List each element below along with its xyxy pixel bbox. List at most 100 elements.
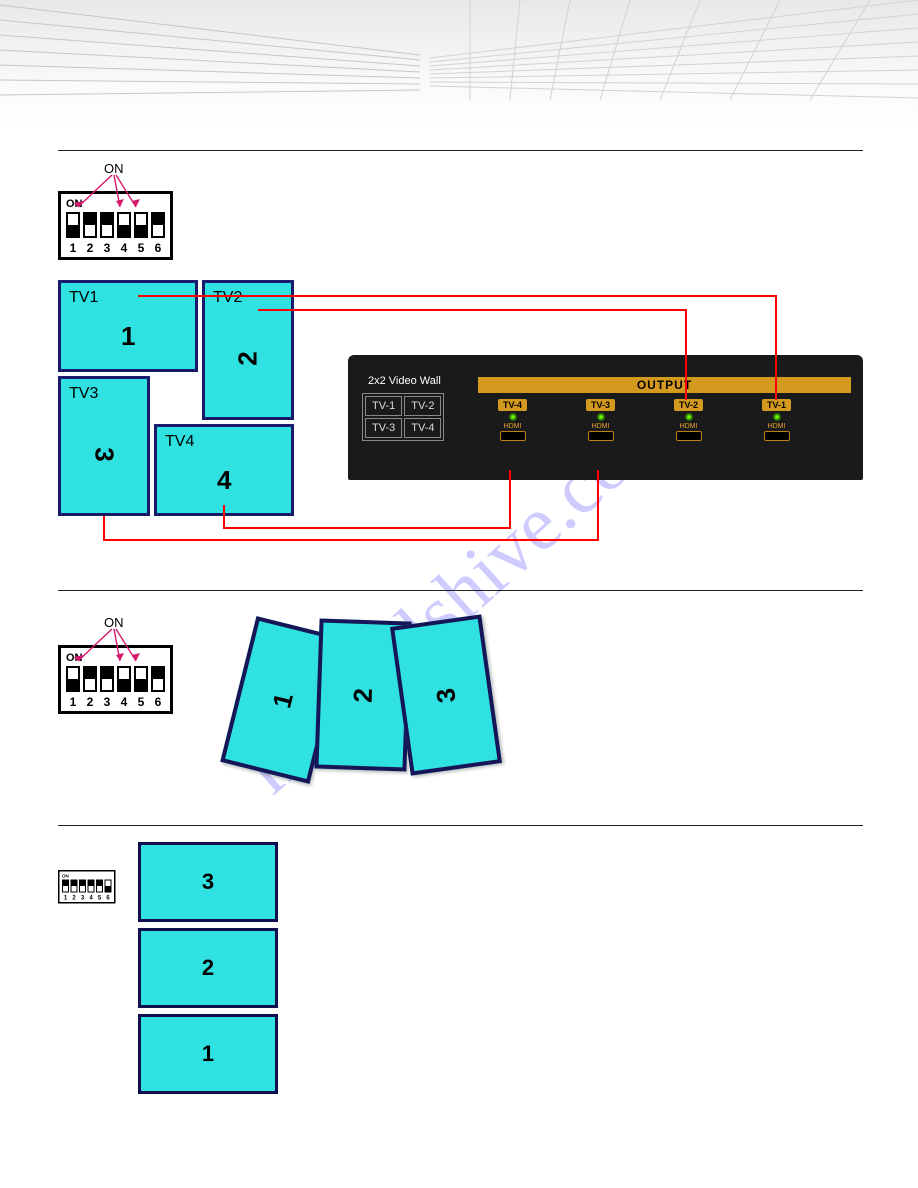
dip-num: 6 — [151, 695, 165, 709]
dip-on-label: ON — [104, 615, 124, 630]
dip-slot — [96, 880, 103, 893]
tile-num: 3 — [430, 686, 463, 705]
stack-num: 1 — [202, 1041, 214, 1067]
hdmi-port: TV-3 HDMI — [586, 399, 615, 441]
dip-num: 1 — [66, 241, 80, 255]
dip-num: 3 — [79, 894, 86, 901]
dip-slot — [134, 666, 148, 692]
dip-slot — [62, 880, 69, 893]
dip-switch-small: ON 123456 — [58, 870, 116, 904]
dip-num: 1 — [66, 695, 80, 709]
hdmi-text: HDMI — [680, 423, 698, 430]
dip-on-label: ON — [104, 161, 124, 176]
dip-slot — [151, 666, 165, 692]
dip-switch: ON 123456 — [58, 191, 173, 260]
dip-slot — [100, 212, 114, 238]
hdmi-jack-icon — [500, 431, 526, 441]
video-wall-device: 2x2 Video Wall TV-1 TV-2 TV-3 TV-4 OUTPU… — [348, 355, 863, 480]
section-3: ON 123456 321 — [58, 842, 863, 1142]
page-content: ON ON 123456 TV1 1 TV2 2 — [58, 150, 863, 1142]
separator — [58, 825, 863, 826]
grid-cell: TV-3 — [365, 418, 402, 438]
tv4-label: TV4 — [165, 433, 194, 451]
dip-slot — [151, 212, 165, 238]
tv3-panel: TV3 3 — [58, 376, 150, 516]
dip-num: 4 — [117, 241, 131, 255]
dip-slot — [105, 880, 112, 893]
dip-slot — [83, 212, 97, 238]
dip-num: 1 — [62, 894, 69, 901]
grid-cell: TV-2 — [404, 396, 441, 416]
dip-inner-on: ON — [66, 652, 165, 664]
hdmi-text: HDMI — [768, 423, 786, 430]
section-2: ON ON 123456 123 — [58, 605, 863, 815]
stack-num: 2 — [202, 955, 214, 981]
dip-num: 3 — [100, 695, 114, 709]
led-icon — [598, 414, 604, 420]
dip-slot — [134, 212, 148, 238]
dip-inner-on: ON — [62, 874, 112, 879]
header-background — [0, 0, 918, 125]
dip-slot — [100, 666, 114, 692]
tv2-label: TV2 — [213, 289, 242, 307]
port-label: TV-1 — [762, 399, 791, 411]
port-label: TV-3 — [586, 399, 615, 411]
dip-slot — [71, 880, 78, 893]
dip-num: 3 — [100, 241, 114, 255]
hdmi-text: HDMI — [592, 423, 610, 430]
hdmi-port: TV-1 HDMI — [762, 399, 791, 441]
stack-tv-panel: 2 — [138, 928, 278, 1008]
tv1-num: 1 — [121, 321, 135, 352]
led-icon — [686, 414, 692, 420]
dip-switch: ON 123456 — [58, 645, 173, 714]
tv3-label: TV3 — [69, 385, 98, 403]
tv2-num: 2 — [233, 351, 264, 365]
hdmi-port: TV-2 HDMI — [674, 399, 703, 441]
section-1: TV1 1 TV2 2 TV3 3 TV4 4 2x2 Video Wall T… — [58, 280, 863, 580]
dip-slot — [117, 212, 131, 238]
dip-slot — [66, 666, 80, 692]
dip-num: 2 — [83, 695, 97, 709]
led-icon — [774, 414, 780, 420]
tv1-panel: TV1 1 — [58, 280, 198, 372]
dip-switch-sec1: ON ON 123456 — [58, 163, 863, 260]
hdmi-text: HDMI — [504, 423, 522, 430]
separator — [58, 590, 863, 591]
tv4-panel: TV4 4 — [154, 424, 294, 516]
dip-slot — [79, 880, 86, 893]
dip-num: 2 — [71, 894, 78, 901]
dip-num: 6 — [105, 894, 112, 901]
device-tv-grid: TV-1 TV-2 TV-3 TV-4 — [362, 393, 444, 441]
dip-num: 2 — [83, 241, 97, 255]
stack-num: 3 — [202, 869, 214, 895]
dip-slot — [66, 212, 80, 238]
tv4-num: 4 — [217, 465, 231, 496]
dip-slot — [83, 666, 97, 692]
dip-switch-sec2: ON ON 123456 — [58, 617, 173, 714]
dip-num: 5 — [134, 241, 148, 255]
hdmi-jack-icon — [588, 431, 614, 441]
tv2-panel: TV2 2 — [202, 280, 294, 420]
dip-num: 4 — [117, 695, 131, 709]
port-label: TV-2 — [674, 399, 703, 411]
tilted-tv-panel: 3 — [390, 614, 502, 775]
grid-cell: TV-1 — [365, 396, 402, 416]
separator — [58, 150, 863, 151]
dip-num: 5 — [96, 894, 103, 901]
hdmi-jack-icon — [676, 431, 702, 441]
hdmi-jack-icon — [764, 431, 790, 441]
dip-slot — [117, 666, 131, 692]
port-label: TV-4 — [498, 399, 527, 411]
dip-num: 5 — [134, 695, 148, 709]
device-title: 2x2 Video Wall — [368, 375, 441, 387]
hdmi-port: TV-4 HDMI — [498, 399, 527, 441]
tv3-num: 3 — [89, 447, 120, 461]
tile-num: 1 — [266, 689, 300, 711]
grid-cell: TV-4 — [404, 418, 441, 438]
dip-num: 6 — [151, 241, 165, 255]
output-bar: OUTPUT — [478, 377, 851, 393]
stack-tv-panel: 3 — [138, 842, 278, 922]
dip-slot — [88, 880, 95, 893]
stack-tv-panel: 1 — [138, 1014, 278, 1094]
tv1-label: TV1 — [69, 289, 98, 307]
